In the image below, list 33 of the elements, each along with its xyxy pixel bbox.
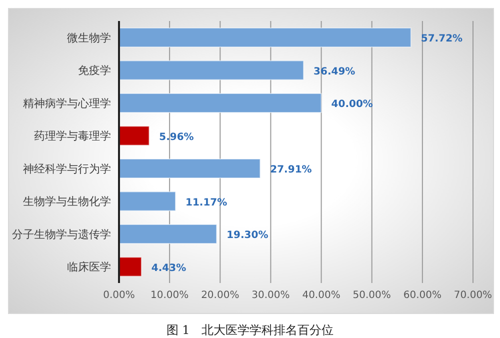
data-label: 4.43% — [151, 262, 186, 274]
bar — [119, 93, 322, 113]
bar — [119, 191, 176, 212]
x-tick-label: 40.00% — [302, 290, 340, 302]
bar — [119, 256, 142, 277]
x-tick-label: 50.00% — [352, 290, 391, 302]
data-label: 36.49% — [314, 66, 356, 78]
y-tick-label: 临床医学 — [67, 260, 111, 274]
bar — [119, 158, 261, 178]
y-tick-label: 药理学与毒理学 — [34, 130, 111, 143]
text: 图 1 北大医学学科排名百分位 — [165, 322, 335, 338]
x-tick-label: 70.00% — [454, 290, 492, 302]
y-tick-label: 神经科学与行为学 — [23, 162, 111, 176]
bar — [119, 224, 218, 244]
data-label: 19.30% — [226, 230, 268, 241]
y-tick-label: 精神病学与心理学 — [23, 96, 111, 110]
y-tick-label: 分子生物学与遗传学 — [12, 228, 111, 241]
x-tick-label: 60.00% — [403, 290, 442, 302]
y-tick-label: 微生物学 — [67, 31, 111, 44]
x-tick-label: 20.00% — [201, 290, 240, 302]
y-tick-label: 生物学与生物化学 — [23, 195, 111, 208]
x-tick-label: 10.00% — [150, 290, 189, 302]
x-tick-label: 30.00% — [252, 290, 290, 302]
y-tick-label: 免疫学 — [78, 64, 111, 78]
data-label: 57.72% — [420, 34, 463, 44]
bar — [119, 28, 412, 48]
data-label: 40.00% — [331, 99, 373, 110]
data-label: 27.91% — [270, 164, 312, 176]
bar — [119, 126, 150, 146]
data-label: 11.17% — [185, 197, 228, 208]
bar — [119, 60, 304, 80]
data-label: 5.96% — [159, 132, 194, 143]
x-tick-label: 0.00% — [103, 290, 135, 302]
